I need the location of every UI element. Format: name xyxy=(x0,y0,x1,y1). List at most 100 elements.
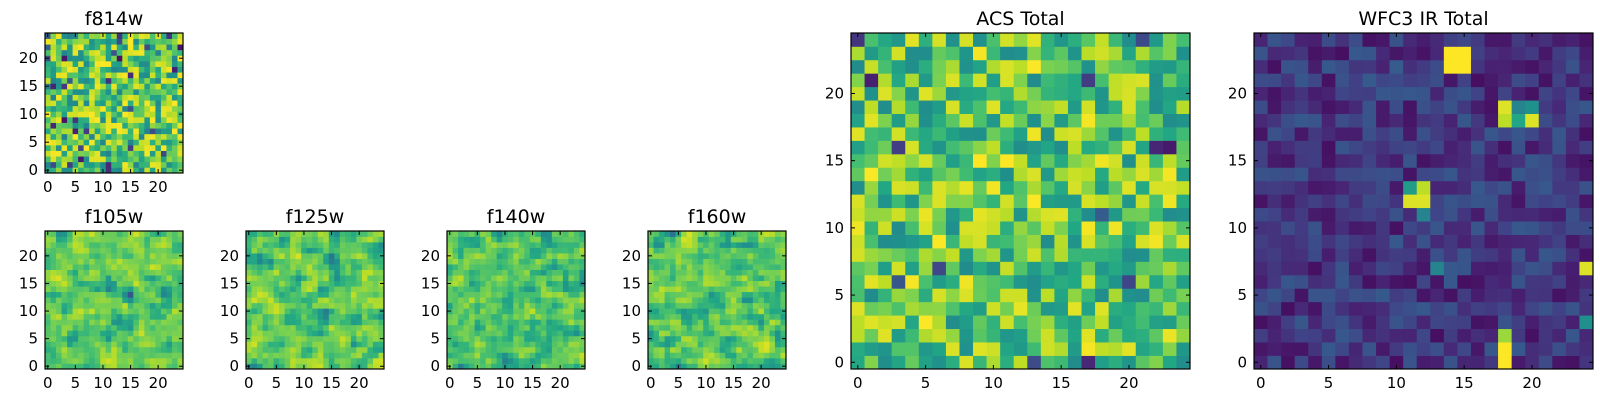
heatmap-cell xyxy=(648,297,654,304)
heatmap-cell xyxy=(1498,221,1512,235)
heatmap-cell xyxy=(328,291,335,298)
heatmap-cell xyxy=(284,231,291,237)
heatmap-cell xyxy=(670,242,676,248)
heatmap-cell xyxy=(1254,167,1268,182)
heatmap-cell xyxy=(50,133,57,140)
panel-title: f814w xyxy=(85,8,144,30)
heatmap-cell xyxy=(959,73,974,88)
heatmap-cell xyxy=(177,242,184,248)
heatmap-cell xyxy=(105,117,112,123)
heatmap-cell xyxy=(155,38,162,45)
heatmap-cell xyxy=(56,66,62,73)
heatmap-cell xyxy=(1308,127,1323,141)
heatmap-cell xyxy=(1149,73,1164,88)
heatmap-cell xyxy=(1443,355,1458,370)
heatmap-cell xyxy=(334,269,341,276)
heatmap-cell xyxy=(284,308,291,315)
heatmap-cell xyxy=(496,363,503,370)
heatmap-cell xyxy=(1403,59,1418,74)
heatmap-cell xyxy=(1321,113,1336,128)
heatmap-cell xyxy=(1498,127,1512,141)
heatmap-cell xyxy=(469,341,475,348)
heatmap-cell xyxy=(546,286,553,293)
heatmap-cell xyxy=(1281,33,1296,47)
heatmap-cell xyxy=(246,275,252,282)
heatmap-cell xyxy=(56,145,62,151)
heatmap-cell xyxy=(1108,328,1123,343)
heatmap-cell xyxy=(155,105,162,112)
heatmap-cell xyxy=(579,269,586,276)
heatmap-cell xyxy=(524,247,531,254)
heatmap-cell xyxy=(301,297,308,304)
heatmap-cell xyxy=(356,341,363,348)
heatmap-cell xyxy=(1122,127,1137,141)
heatmap-cell xyxy=(664,313,671,320)
heatmap-cell xyxy=(1443,315,1458,330)
heatmap-cell xyxy=(664,346,671,353)
heatmap-cell xyxy=(708,253,715,259)
heatmap-cell xyxy=(155,150,162,157)
heatmap-cell xyxy=(251,330,258,337)
heatmap-cell xyxy=(257,280,263,287)
heatmap-cell xyxy=(356,302,363,309)
heatmap-cell xyxy=(736,275,743,282)
heatmap-cell xyxy=(67,297,73,304)
heatmap-cell xyxy=(513,319,520,326)
heatmap-cell xyxy=(144,89,151,95)
heatmap-cell xyxy=(513,341,520,348)
heatmap-cell xyxy=(372,253,379,259)
heatmap-cell xyxy=(367,335,374,342)
heatmap-cell xyxy=(1308,355,1323,370)
heatmap-cell xyxy=(138,161,145,168)
heatmap-cell xyxy=(345,324,352,331)
heatmap-cell xyxy=(752,363,759,370)
heatmap-cell xyxy=(1281,46,1296,61)
heatmap-cell xyxy=(692,363,699,370)
heatmap-cell xyxy=(485,341,492,348)
heatmap-cell xyxy=(1308,46,1323,61)
heatmap-cell xyxy=(56,363,62,370)
heatmap-cell xyxy=(1176,234,1191,249)
heatmap-cell xyxy=(769,341,776,348)
heatmap-cell xyxy=(160,161,167,168)
panel-title: WFC3 IR Total xyxy=(1358,8,1488,30)
heatmap-cell xyxy=(89,61,96,67)
heatmap-cell xyxy=(268,286,274,293)
heatmap-cell xyxy=(469,264,475,270)
heatmap-cell xyxy=(502,253,509,259)
heatmap-cell xyxy=(518,357,525,364)
heatmap-cell xyxy=(1054,355,1069,370)
heatmap-cell xyxy=(1579,248,1594,262)
heatmap-cell xyxy=(480,242,486,248)
heatmap-cell xyxy=(111,44,118,51)
heatmap-cell xyxy=(725,280,732,287)
heatmap-cell xyxy=(67,324,73,331)
heatmap-cell xyxy=(719,341,726,348)
heatmap-cell xyxy=(1552,167,1567,182)
heatmap-cell xyxy=(1362,207,1377,222)
heatmap-cell xyxy=(1470,33,1485,47)
heatmap-cell xyxy=(1176,127,1191,141)
heatmap-cell xyxy=(78,94,84,101)
heatmap-cell xyxy=(664,253,671,259)
heatmap-cell xyxy=(144,38,151,45)
heatmap-cell xyxy=(918,59,933,74)
heatmap-cell xyxy=(675,313,682,320)
heatmap-cell xyxy=(268,352,274,359)
heatmap-cell xyxy=(1579,288,1594,303)
heatmap-cell xyxy=(562,324,569,331)
heatmap-cell xyxy=(659,346,665,353)
heatmap-cell xyxy=(719,286,726,293)
heatmap-cell xyxy=(686,247,693,254)
heatmap-cell xyxy=(268,275,274,282)
heatmap-cell xyxy=(568,302,575,309)
heatmap-cell xyxy=(105,363,112,370)
heatmap-cell xyxy=(474,346,481,353)
heatmap-cell xyxy=(664,247,671,254)
heatmap-cell xyxy=(122,324,129,331)
heatmap-cell xyxy=(251,264,258,270)
heatmap-cell xyxy=(56,156,62,163)
heatmap-cell xyxy=(1511,167,1526,182)
heatmap-cell xyxy=(1267,207,1282,222)
heatmap-cell xyxy=(83,324,90,331)
